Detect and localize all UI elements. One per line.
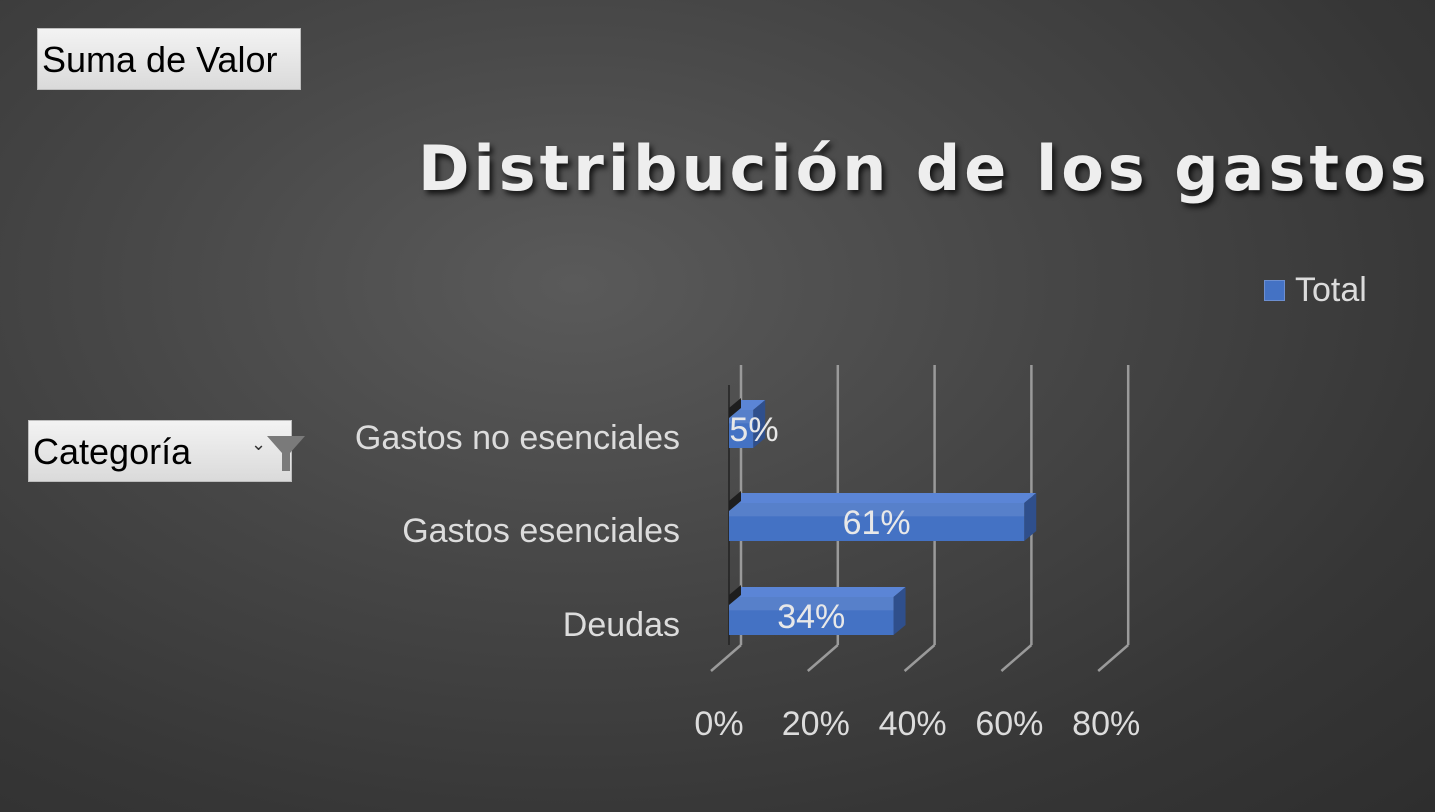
chart-title: Distribución de los gastos [418,132,1431,205]
category-field-label: Categoría [33,431,192,472]
bar-top-face [729,587,906,597]
gridline-floor [1000,644,1033,672]
legend-label-total: Total [1295,270,1367,309]
category-field-button[interactable]: Categoría ⌄ [28,420,305,482]
legend: Total [1264,270,1367,310]
data-label: 61% [843,504,911,542]
gridline-floor [903,644,936,672]
bar [729,410,754,448]
x-tick-label: 40% [879,705,947,743]
bar-highlight [729,503,1025,517]
value-field-label: Suma de Valor [42,39,278,80]
gridline-floor [710,644,742,672]
bar-highlight [729,597,894,611]
funnel-icon[interactable] [265,433,307,473]
bar-side-face [1024,493,1037,541]
x-tick-label: 20% [782,705,850,743]
x-tick-label: 80% [1072,705,1140,743]
bar-side-face [893,587,906,635]
category-label: Gastos esenciales [402,512,680,550]
bar [729,503,1025,541]
category-label: Deudas [563,606,680,644]
bar-side-face [753,400,766,448]
value-field-button[interactable]: Suma de Valor [37,28,301,90]
bar-base-notch [729,491,741,511]
x-tick-label: 0% [694,705,743,743]
bar-base-notch [729,585,741,605]
gridline-floor [1097,644,1130,672]
data-label: 5% [729,411,778,449]
bar-highlight [729,410,754,424]
gridline-floor [806,644,839,672]
legend-swatch-total [1264,279,1285,301]
dropdown-arrow-icon[interactable]: ⌄ [251,434,267,454]
category-label: Gastos no esenciales [355,419,680,457]
bar [729,597,894,635]
bar-top-face [729,493,1037,503]
x-tick-label: 60% [975,705,1043,743]
data-label: 34% [777,598,845,636]
bar-base-notch [729,398,741,418]
